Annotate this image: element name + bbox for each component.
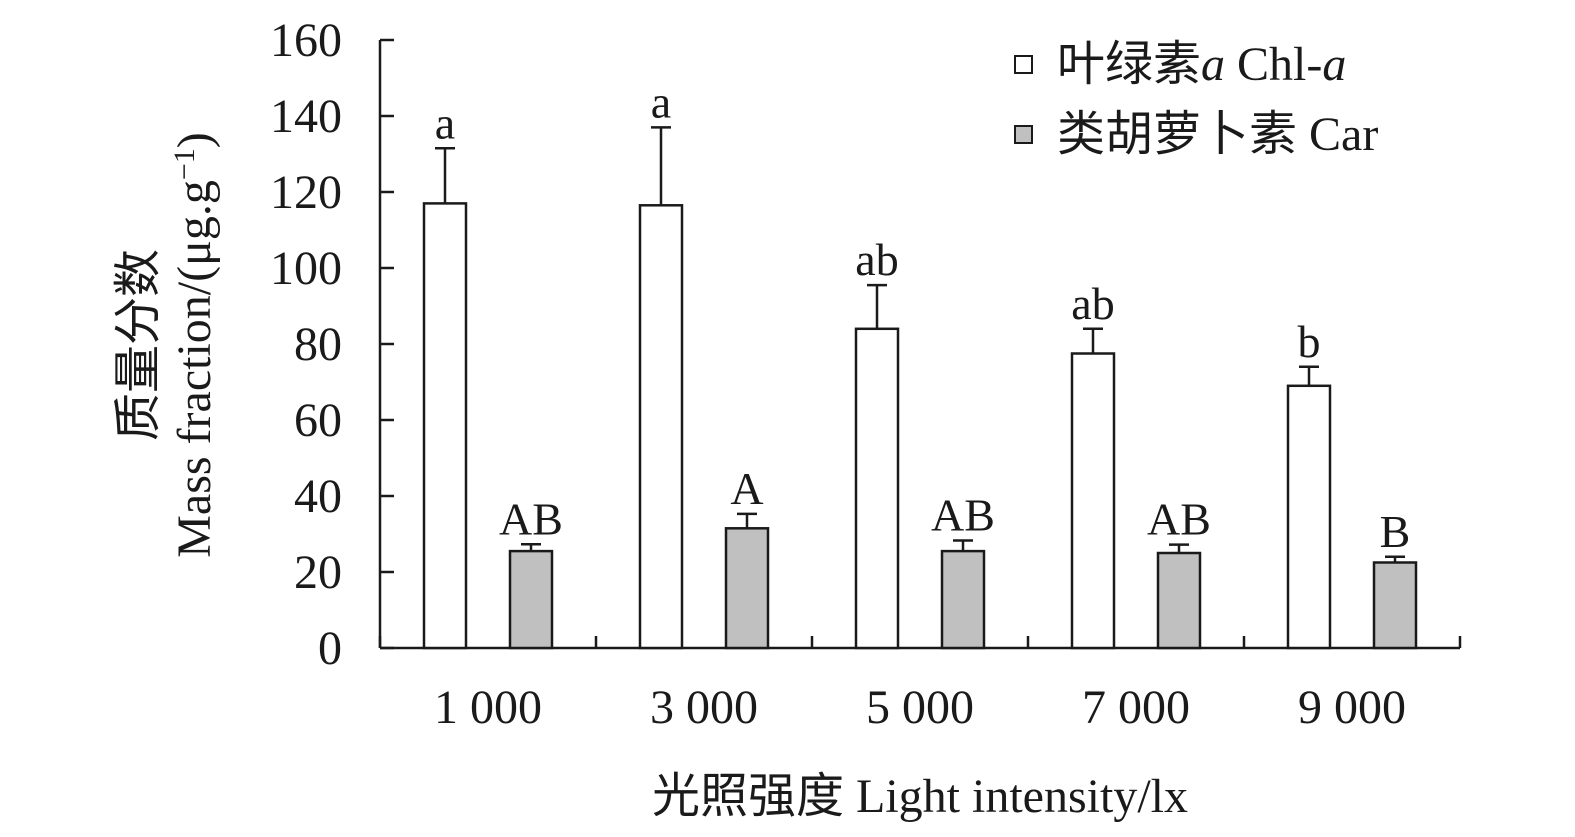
y-tick-label: 140 (270, 90, 342, 143)
significance-label-chl: b (1298, 316, 1321, 367)
axes: 0 20 40 60 80 100 120 140 160 (270, 14, 1462, 675)
legend-label-chl-en: Chl- (1225, 38, 1322, 91)
legend-label-car-cn: 类胡萝卜素 (1057, 108, 1297, 161)
legend-swatch-chl (1014, 55, 1033, 74)
significance-label-car: A (730, 463, 763, 514)
bar-chl (422, 202, 468, 650)
bar-car (1372, 561, 1418, 650)
y-tick-label: 60 (294, 394, 342, 447)
y-axis-title-cn: 质量分数 (112, 249, 165, 441)
bar-car (1156, 551, 1202, 650)
bar-chl (1286, 384, 1332, 650)
legend-label-chl-en-italic: a (1322, 38, 1346, 91)
y-tick-label: 160 (270, 14, 342, 67)
significance-label-chl: ab (855, 234, 898, 285)
bar-car (508, 549, 554, 650)
bars-group (422, 126, 1418, 650)
x-tick-label: 1 000 (434, 681, 542, 734)
significance-label-chl: a (435, 97, 455, 148)
bar-car (940, 549, 986, 650)
y-tick-label: 0 (318, 622, 342, 675)
x-tick-label: 3 000 (650, 681, 758, 734)
y-axis-title: 质量分数 Mass fraction/(μg.g−1) (112, 132, 221, 558)
legend-label-car-en: Car (1297, 108, 1378, 161)
labels-group: 1 000 3 000 5 000 7 000 9 000 a a ab ab b AB A AB AB B (434, 76, 1410, 734)
x-axis-title: 光照强度 Light intensity/lx (652, 770, 1188, 823)
x-tick-label: 7 000 (1082, 681, 1190, 734)
legend: 叶绿素a Chl-a 类胡萝卜素 Car (1014, 38, 1378, 161)
y-tick-label: 20 (294, 546, 342, 599)
bar-chl (854, 327, 900, 650)
x-tick-label: 5 000 (866, 681, 974, 734)
significance-label-car: AB (1147, 494, 1211, 545)
significance-label-car: AB (499, 493, 563, 544)
significance-label-chl: a (651, 76, 671, 127)
legend-label-car: 类胡萝卜素 Car (1057, 108, 1378, 161)
bar-chl (638, 204, 684, 650)
y-tick-label: 40 (294, 470, 342, 523)
y-axis-title-en-close: ) (168, 132, 221, 148)
significance-label-chl: ab (1071, 278, 1114, 329)
legend-label-chl-cn: 叶绿素 (1057, 38, 1201, 91)
y-axis-title-en-main: Mass fraction/(μg.g (168, 180, 221, 558)
significance-label-car: B (1380, 506, 1411, 557)
y-tick-label: 120 (270, 166, 342, 219)
y-axis-title-en: Mass fraction/(μg.g−1) (168, 132, 221, 558)
x-tick-label: 9 000 (1298, 681, 1406, 734)
bar-chl (1070, 352, 1116, 650)
y-tick-label: 80 (294, 318, 342, 371)
legend-label-chl: 叶绿素a Chl-a (1057, 38, 1346, 91)
legend-swatch-car (1014, 125, 1033, 144)
y-tick-label: 100 (270, 242, 342, 295)
significance-label-car: AB (931, 489, 995, 540)
legend-label-chl-italic: a (1201, 38, 1225, 91)
bar-car (724, 527, 770, 650)
y-axis-title-en-sup: −1 (168, 148, 201, 180)
